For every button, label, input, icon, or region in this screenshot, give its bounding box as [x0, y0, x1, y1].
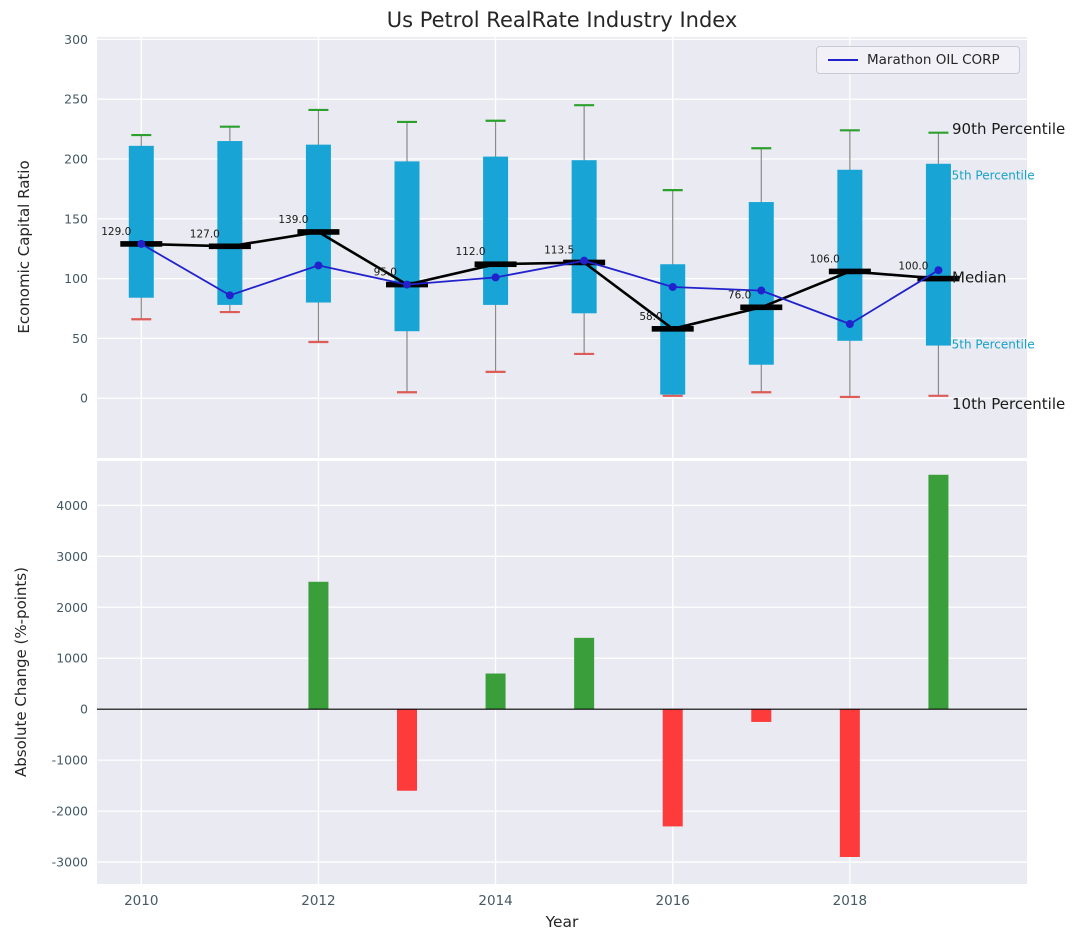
legend-label: Marathon OIL CORP	[867, 52, 1000, 68]
change-bar-2015	[574, 637, 595, 710]
median-value-label: 106.0	[810, 253, 840, 265]
x-tick: 2016	[656, 893, 690, 909]
median-marker-2011	[208, 243, 251, 250]
y-tick-bottom: 3000	[56, 549, 88, 564]
iqr-box-2018	[837, 169, 863, 341]
legend: Marathon OIL CORP	[816, 46, 1020, 74]
median-value-label: 127.0	[190, 228, 220, 240]
iqr-box-2017	[748, 202, 774, 365]
median-marker-2018	[828, 268, 871, 275]
iqr-box-2013	[394, 161, 420, 332]
y-axis-label-bottom: Absolute Change (%-points)	[12, 567, 30, 777]
median-value-label: 58.0	[639, 311, 662, 323]
iqr-box-2010	[128, 145, 154, 298]
company-point-2010	[137, 239, 146, 248]
percentile-label: 25th Percentile	[944, 337, 1035, 351]
y-tick-top: 100	[64, 271, 88, 286]
percentile-label: Median	[952, 268, 1007, 286]
iqr-box-2015	[571, 160, 597, 314]
median-marker-2019	[917, 275, 960, 282]
change-bar-2019	[928, 474, 949, 710]
iqr-box-2012	[305, 144, 331, 303]
median-trend-line	[141, 230, 939, 331]
y-axis-label-top: Economic Capital Ratio	[15, 160, 33, 334]
change-bar-2012	[308, 581, 329, 710]
median-marker-2012	[297, 229, 340, 235]
company-line	[140, 243, 939, 325]
percentile-label: 90th Percentile	[952, 120, 1065, 138]
iqr-box-2019	[925, 163, 951, 346]
company-point-2016	[668, 282, 677, 291]
company-point-2019	[934, 266, 943, 275]
company-point-2018	[845, 320, 854, 329]
y-tick-top: 300	[64, 32, 88, 47]
percentile-label: 75th Percentile	[944, 169, 1035, 183]
y-tick-bottom: 1000	[56, 651, 88, 666]
median-value-label: 112.0	[456, 246, 486, 258]
x-tick: 2014	[478, 893, 512, 909]
company-point-2013	[403, 280, 411, 289]
iqr-box-2011	[217, 141, 243, 305]
y-tick-bottom: -3000	[52, 855, 88, 870]
median-value-label: 113.5	[544, 244, 574, 256]
median-value-label: 139.0	[278, 214, 308, 226]
y-tick-top: 50	[72, 331, 88, 346]
company-point-2017	[757, 286, 766, 295]
change-bar-2018	[839, 709, 860, 857]
change-bar-2014	[485, 673, 506, 710]
percentile-label: 10th Percentile	[952, 395, 1065, 413]
median-value-label: 100.0	[898, 261, 928, 273]
y-tick-top: 250	[64, 92, 88, 107]
company-point-2014	[491, 273, 500, 282]
y-tick-bottom: 4000	[56, 498, 88, 513]
x-tick: 2012	[301, 893, 335, 909]
median-marker-2017	[740, 304, 783, 311]
y-tick-bottom: -1000	[52, 753, 88, 768]
legend-line-icon	[828, 59, 858, 61]
median-value-label: 129.0	[101, 226, 131, 238]
median-value-label: 95.0	[374, 267, 397, 279]
chart-title: Us Petrol RealRate Industry Index	[386, 8, 738, 32]
top-plot-bg	[97, 37, 1027, 458]
x-axis-label: Year	[545, 913, 579, 931]
x-tick: 2018	[833, 893, 867, 909]
median-value-label: 76.0	[728, 289, 751, 301]
iqr-box-2014	[483, 156, 509, 305]
change-bar-2013	[397, 709, 417, 791]
x-tick: 2010	[124, 893, 158, 909]
y-tick-top: 0	[80, 391, 88, 406]
company-point-2012	[314, 261, 323, 270]
y-tick-bottom: -2000	[52, 804, 88, 819]
bottom-plot-bg	[97, 461, 1027, 884]
company-point-2015	[580, 256, 589, 265]
company-point-2011	[225, 291, 234, 300]
y-tick-top: 200	[64, 151, 88, 166]
change-bar-2016	[662, 709, 683, 827]
y-tick-top: 150	[64, 211, 88, 226]
median-marker-2014	[474, 261, 517, 268]
y-tick-bottom: 0	[80, 702, 88, 717]
median-marker-2016	[651, 326, 694, 332]
y-tick-bottom: 2000	[56, 600, 88, 615]
change-bar-2017	[751, 709, 772, 722]
